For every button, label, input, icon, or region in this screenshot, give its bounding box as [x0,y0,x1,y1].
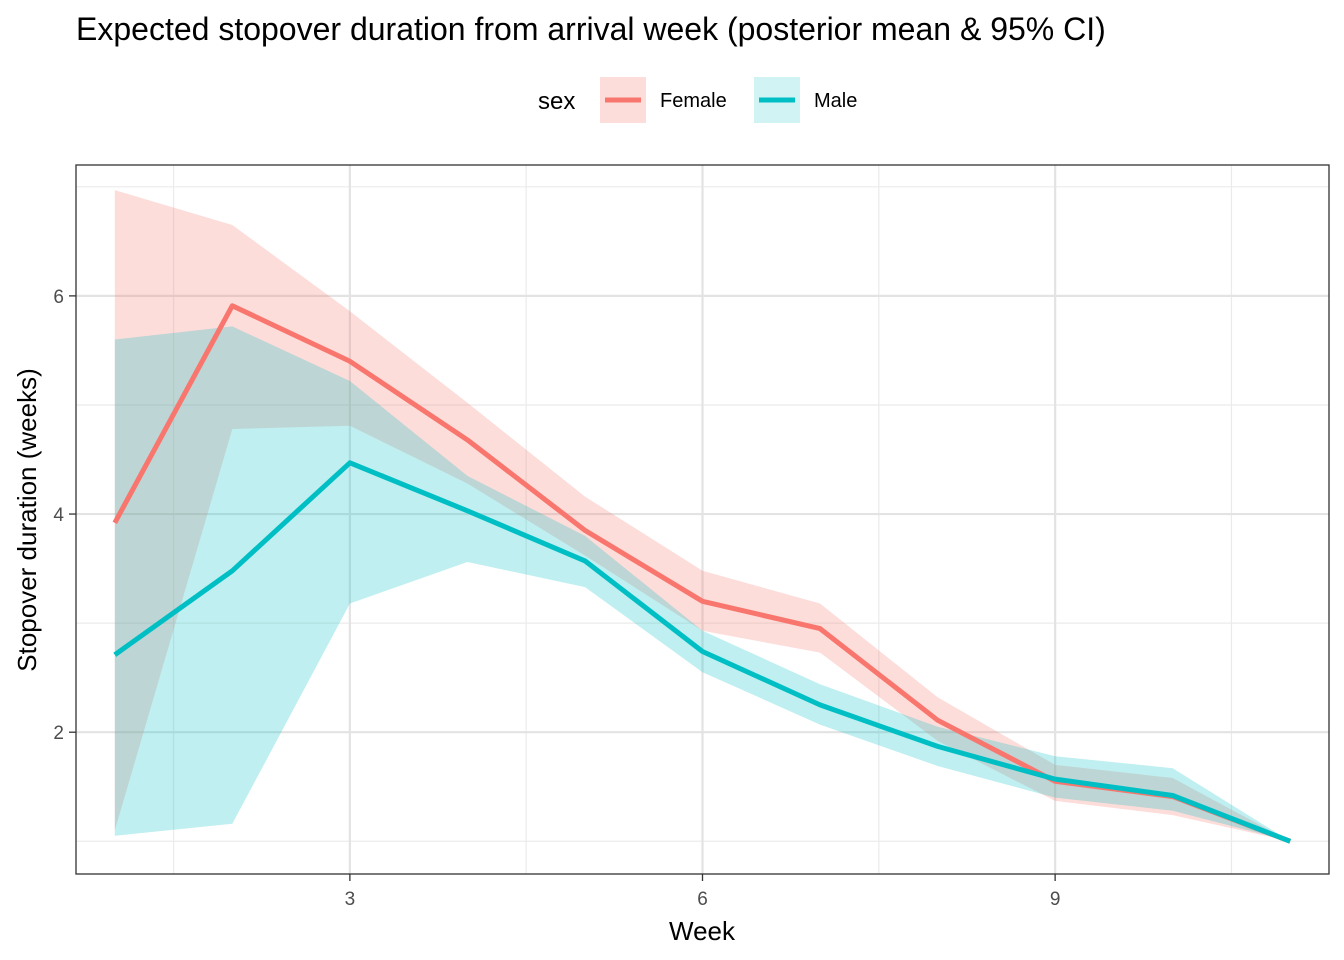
major-gridlines [76,165,1329,874]
ci-ribbon-male [114,326,1291,842]
ci-ribbon-female [114,190,1291,842]
x-tick-label: 9 [1050,889,1061,910]
chart-title: Expected stopover duration from arrival … [76,11,1106,47]
axis-ticks: 3 6 9 2 4 6 [53,287,1060,910]
legend-label-female: Female [660,90,727,112]
y-axis-title: Stopover duration (weeks) [12,368,42,671]
confidence-ribbons [114,190,1291,842]
x-axis-title: Week [669,916,736,946]
y-tick-label: 4 [53,505,64,526]
x-tick-label: 3 [345,889,356,910]
y-tick-label: 2 [53,723,64,744]
legend-label-male: Male [814,90,857,112]
legend-item-female: Female [600,77,727,123]
legend-title: sex [538,88,575,115]
mean-lines [112,303,1292,844]
x-tick-label: 6 [697,889,708,910]
y-tick-label: 6 [53,287,64,308]
mean-line-male [113,460,1292,844]
legend-item-male: Male [754,77,857,123]
legend: sex Female Male [538,77,857,123]
